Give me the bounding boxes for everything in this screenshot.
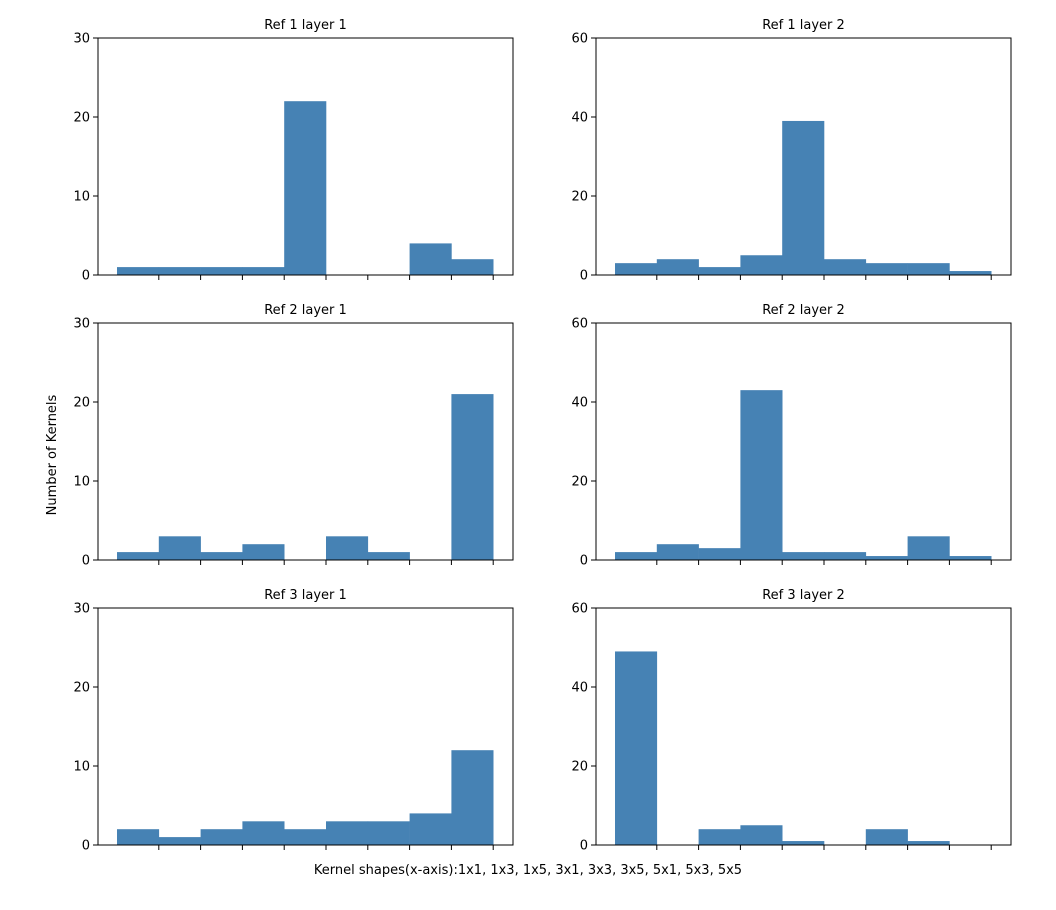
chart-title: Ref 3 layer 2 [762,588,845,603]
bar-5x3 [409,243,452,275]
bar-1x3 [158,837,201,845]
bar-3x5 [824,259,867,275]
y-tick-label: 30 [73,602,90,617]
axes-frame [595,607,1012,846]
bar-1x5 [698,829,741,845]
bar-5x1 [865,829,908,845]
bar-1x1 [117,829,160,845]
axes-frame [595,322,1012,561]
y-tick-label: 10 [73,760,90,775]
bar-3x3 [284,101,327,275]
y-tick-label: 60 [571,32,588,47]
y-tick-label: 20 [73,681,90,696]
y-tick-label: 0 [580,554,588,569]
chart-panel: Ref 3 layer 1 0 10 20 30 [73,588,514,854]
bar-3x3 [782,120,825,275]
bar-1x5 [200,552,243,560]
y-tick-label: 0 [82,269,90,284]
chart-title: Ref 2 layer 1 [264,303,347,318]
bar-3x5 [824,552,867,560]
bar-1x3 [158,536,201,560]
bar-5x1 [865,556,908,560]
bar-1x5 [200,267,243,275]
bar-5x5 [451,259,494,275]
y-tick-label: 20 [571,760,588,775]
chart-title: Ref 1 layer 1 [264,18,347,33]
chart-panel: Ref 2 layer 1 0 10 20 30 [73,303,514,569]
y-tick-label: 40 [571,681,588,696]
y-tick-label: 60 [571,317,588,332]
bar-5x5 [451,750,494,845]
bar-3x1 [242,267,285,275]
bar-3x1 [740,255,783,275]
bar-3x1 [242,544,285,560]
chart-title: Ref 3 layer 1 [264,588,347,603]
bar-3x1 [740,390,783,560]
axes-frame [97,37,514,276]
bar-1x1 [117,267,160,275]
chart-title: Ref 1 layer 2 [762,18,845,33]
y-tick-label: 40 [571,111,588,126]
y-tick-label: 20 [571,475,588,490]
chart-panel: Ref 1 layer 2 0 20 40 60 [571,18,1012,284]
bar-1x3 [656,259,699,275]
bar-5x3 [907,841,950,845]
axes-frame [595,37,1012,276]
chart-title: Ref 2 layer 2 [762,303,845,318]
bar-5x3 [907,263,950,275]
y-tick-label: 30 [73,32,90,47]
y-tick-label: 10 [73,475,90,490]
bar-5x3 [409,813,452,845]
bar-3x1 [740,825,783,845]
bar-1x1 [615,263,658,275]
chart-panel: Ref 1 layer 1 0 10 20 30 [73,18,514,284]
y-tick-label: 40 [571,396,588,411]
y-tick-label: 60 [571,602,588,617]
chart-panel: Ref 3 layer 2 0 20 40 60 [571,588,1012,854]
bar-1x5 [698,548,741,560]
bar-3x3 [284,829,327,845]
bar-5x3 [907,536,950,560]
bar-1x1 [615,552,658,560]
y-tick-label: 10 [73,190,90,205]
axes-frame [97,607,514,846]
chart-panel: Ref 2 layer 2 0 20 40 60 [571,303,1012,569]
y-tick-label: 20 [73,396,90,411]
bar-1x5 [200,829,243,845]
bar-1x3 [158,267,201,275]
bar-1x3 [656,544,699,560]
bar-3x3 [782,552,825,560]
axes-frame [97,322,514,561]
bar-5x1 [367,821,410,845]
bar-5x5 [451,394,494,560]
bar-1x5 [698,267,741,275]
y-tick-label: 0 [580,839,588,854]
y-tick-label: 30 [73,317,90,332]
y-tick-label: 20 [73,111,90,126]
y-axis-label: Number of Kernels [45,394,60,515]
bar-1x1 [117,552,160,560]
x-axis-label: Kernel shapes(x-axis):1x1, 1x3, 1x5, 3x1… [314,863,742,878]
bar-3x1 [242,821,285,845]
bar-5x5 [949,556,992,560]
bar-5x1 [367,552,410,560]
bar-5x5 [949,271,992,275]
y-tick-label: 0 [82,554,90,569]
y-tick-label: 0 [82,839,90,854]
y-tick-label: 20 [571,190,588,205]
bar-5x1 [865,263,908,275]
bar-3x3 [782,841,825,845]
bar-3x5 [326,536,369,560]
y-tick-label: 0 [580,269,588,284]
bar-3x5 [326,821,369,845]
bar-1x1 [615,651,658,845]
